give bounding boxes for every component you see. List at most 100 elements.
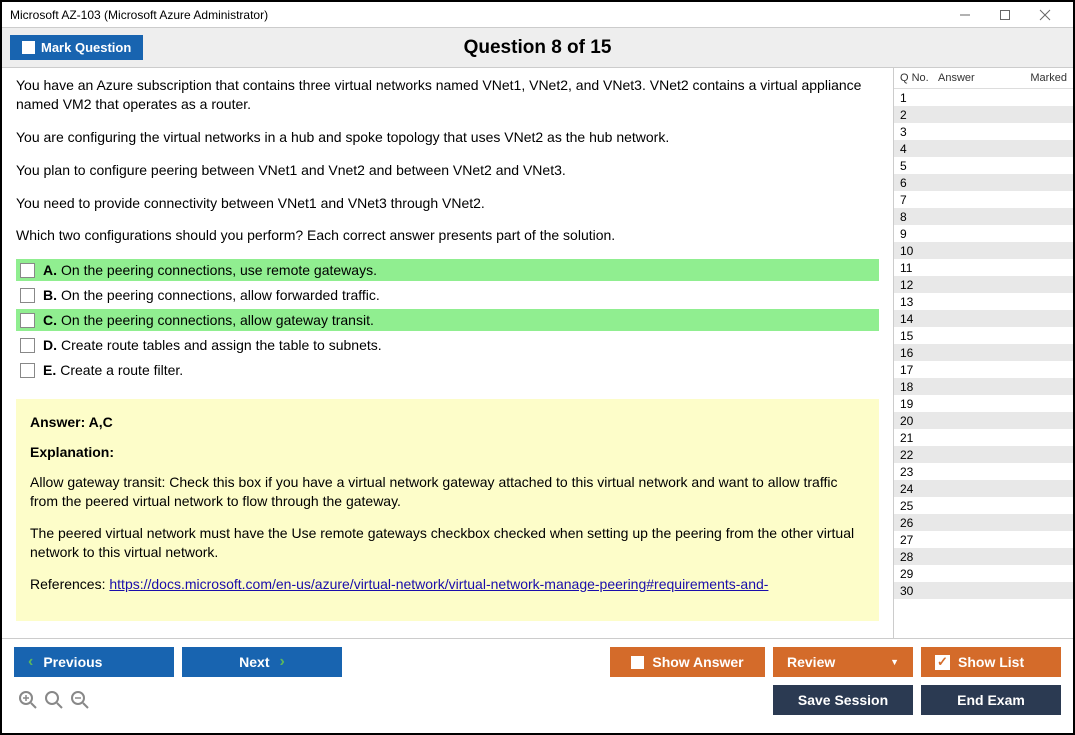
row-number: 2 xyxy=(900,108,930,122)
question-list-row[interactable]: 9 xyxy=(894,225,1073,242)
question-list-row[interactable]: 25 xyxy=(894,497,1073,514)
footer-row-2: Save Session End Exam xyxy=(14,685,1061,715)
question-list-row[interactable]: 29 xyxy=(894,565,1073,582)
show-list-button[interactable]: ✓ Show List xyxy=(921,647,1061,677)
question-list-row[interactable]: 23 xyxy=(894,463,1073,480)
question-list-row[interactable]: 12 xyxy=(894,276,1073,293)
question-list-row[interactable]: 7 xyxy=(894,191,1073,208)
answer-option[interactable]: D.Create route tables and assign the tab… xyxy=(16,334,879,356)
question-list-row[interactable]: 27 xyxy=(894,531,1073,548)
question-list-row[interactable]: 14 xyxy=(894,310,1073,327)
option-checkbox[interactable] xyxy=(20,288,35,303)
chevron-down-icon: ▼ xyxy=(890,657,899,667)
zoom-icon[interactable] xyxy=(44,690,64,710)
row-number: 17 xyxy=(900,363,930,377)
row-number: 3 xyxy=(900,125,930,139)
question-list-row[interactable]: 1 xyxy=(894,89,1073,106)
save-session-button[interactable]: Save Session xyxy=(773,685,913,715)
checkbox-checked-icon: ✓ xyxy=(935,655,950,670)
question-list-row[interactable]: 17 xyxy=(894,361,1073,378)
checkbox-icon xyxy=(631,656,644,669)
option-text: Create route tables and assign the table… xyxy=(61,337,382,353)
answer-option[interactable]: E.Create a route filter. xyxy=(16,359,879,381)
question-list-row[interactable]: 22 xyxy=(894,446,1073,463)
sidebar-list[interactable]: 1234567891011121314151617181920212223242… xyxy=(894,89,1073,638)
question-list-row[interactable]: 4 xyxy=(894,140,1073,157)
question-list-row[interactable]: 5 xyxy=(894,157,1073,174)
question-list-row[interactable]: 15 xyxy=(894,327,1073,344)
reference-link[interactable]: https://docs.microsoft.com/en-us/azure/v… xyxy=(109,576,768,592)
question-list-row[interactable]: 11 xyxy=(894,259,1073,276)
option-letter: B. xyxy=(43,287,57,303)
answer-label: Answer: A,C xyxy=(30,413,865,433)
answer-panel: Answer: A,C Explanation: Allow gateway t… xyxy=(16,399,879,620)
question-content[interactable]: You have an Azure subscription that cont… xyxy=(2,68,893,638)
question-list-row[interactable]: 21 xyxy=(894,429,1073,446)
answer-option[interactable]: A.On the peering connections, use remote… xyxy=(16,259,879,281)
option-text: Create a route filter. xyxy=(60,362,183,378)
row-number: 21 xyxy=(900,431,930,445)
mark-label: Mark Question xyxy=(41,40,131,55)
mark-question-button[interactable]: Mark Question xyxy=(10,35,143,60)
row-number: 26 xyxy=(900,516,930,530)
row-number: 13 xyxy=(900,295,930,309)
option-text: On the peering connections, allow gatewa… xyxy=(61,312,374,328)
option-letter: C. xyxy=(43,312,57,328)
question-list-row[interactable]: 24 xyxy=(894,480,1073,497)
app-window: Microsoft AZ-103 (Microsoft Azure Admini… xyxy=(0,0,1075,735)
maximize-button[interactable] xyxy=(985,3,1025,27)
sidebar-header: Q No. Answer Marked xyxy=(894,68,1073,89)
question-list-row[interactable]: 3 xyxy=(894,123,1073,140)
window-title: Microsoft AZ-103 (Microsoft Azure Admini… xyxy=(10,8,945,22)
review-dropdown[interactable]: Review ▼ xyxy=(773,647,913,677)
question-list-row[interactable]: 28 xyxy=(894,548,1073,565)
end-exam-button[interactable]: End Exam xyxy=(921,685,1061,715)
zoom-controls xyxy=(14,690,90,710)
option-letter: E. xyxy=(43,362,56,378)
previous-button[interactable]: ‹ Previous xyxy=(14,647,174,677)
close-button[interactable] xyxy=(1025,3,1065,27)
question-list-row[interactable]: 10 xyxy=(894,242,1073,259)
minimize-button[interactable] xyxy=(945,3,985,27)
question-list-row[interactable]: 30 xyxy=(894,582,1073,599)
answer-option[interactable]: B.On the peering connections, allow forw… xyxy=(16,284,879,306)
row-number: 20 xyxy=(900,414,930,428)
question-list-row[interactable]: 8 xyxy=(894,208,1073,225)
main-area: You have an Azure subscription that cont… xyxy=(2,68,1073,638)
option-letter: A. xyxy=(43,262,57,278)
question-paragraph: You are configuring the virtual networks… xyxy=(16,128,879,147)
answer-option[interactable]: C.On the peering connections, allow gate… xyxy=(16,309,879,331)
question-list-row[interactable]: 13 xyxy=(894,293,1073,310)
option-checkbox[interactable] xyxy=(20,338,35,353)
option-checkbox[interactable] xyxy=(20,363,35,378)
header-bar: Mark Question Question 8 of 15 xyxy=(2,28,1073,68)
option-text: On the peering connections, use remote g… xyxy=(61,262,377,278)
row-number: 7 xyxy=(900,193,930,207)
zoom-out-icon[interactable] xyxy=(70,690,90,710)
option-checkbox[interactable] xyxy=(20,263,35,278)
option-text: On the peering connections, allow forwar… xyxy=(61,287,380,303)
option-letter: D. xyxy=(43,337,57,353)
next-button[interactable]: Next › xyxy=(182,647,342,677)
row-number: 28 xyxy=(900,550,930,564)
question-list-row[interactable]: 26 xyxy=(894,514,1073,531)
row-number: 11 xyxy=(900,261,930,275)
show-answer-button[interactable]: Show Answer xyxy=(610,647,765,677)
row-number: 8 xyxy=(900,210,930,224)
question-paragraph: You need to provide connectivity between… xyxy=(16,194,879,213)
row-number: 29 xyxy=(900,567,930,581)
zoom-in-icon[interactable] xyxy=(18,690,38,710)
references: References: https://docs.microsoft.com/e… xyxy=(30,575,865,595)
question-list-row[interactable]: 16 xyxy=(894,344,1073,361)
option-checkbox[interactable] xyxy=(20,313,35,328)
row-number: 14 xyxy=(900,312,930,326)
question-paragraph: You plan to configure peering between VN… xyxy=(16,161,879,180)
question-list-row[interactable]: 2 xyxy=(894,106,1073,123)
footer-row-1: ‹ Previous Next › Show Answer Review ▼ ✓… xyxy=(14,647,1061,677)
question-list-row[interactable]: 6 xyxy=(894,174,1073,191)
question-list-row[interactable]: 19 xyxy=(894,395,1073,412)
row-number: 22 xyxy=(900,448,930,462)
row-number: 18 xyxy=(900,380,930,394)
question-list-row[interactable]: 18 xyxy=(894,378,1073,395)
question-list-row[interactable]: 20 xyxy=(894,412,1073,429)
